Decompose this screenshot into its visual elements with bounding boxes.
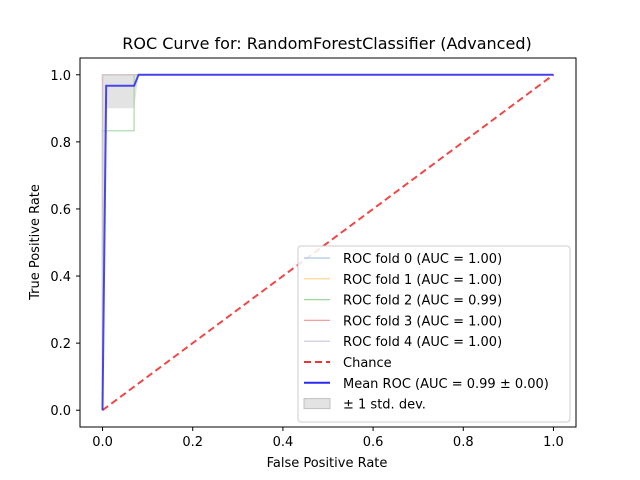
y-tick-label-3: 0.6 bbox=[50, 203, 71, 218]
legend: ROC fold 0 (AUC = 1.00) ROC fold 1 (AUC =… bbox=[297, 245, 571, 423]
y-tick-label-4: 0.8 bbox=[50, 136, 71, 151]
y-tick-label-5: 1.0 bbox=[50, 69, 71, 84]
y-tick-label-2: 0.4 bbox=[50, 270, 71, 285]
legend-label-1: ROC fold 1 (AUC = 1.00) bbox=[343, 273, 502, 288]
y-tick-label-1: 0.2 bbox=[50, 337, 71, 352]
x-tick-label-3: 0.6 bbox=[363, 435, 384, 450]
x-tick-label-5: 1.0 bbox=[543, 435, 564, 450]
legend-label-5: Chance bbox=[343, 356, 392, 371]
legend-label-6: Mean ROC (AUC = 0.99 ± 0.00) bbox=[343, 377, 549, 392]
legend-label-3: ROC fold 3 (AUC = 1.00) bbox=[343, 314, 502, 329]
x-tick-label-0: 0.0 bbox=[92, 435, 113, 450]
plot-area bbox=[101, 73, 555, 412]
y-axis-ticks: 0.0 0.2 0.4 0.6 0.8 1.0 bbox=[50, 69, 80, 419]
x-tick-label-2: 0.4 bbox=[273, 435, 294, 450]
legend-box bbox=[297, 245, 571, 423]
x-axis-label: False Positive Rate bbox=[267, 456, 388, 471]
chart-title: ROC Curve for: RandomForestClassifier (A… bbox=[122, 34, 531, 53]
y-axis-label: True Positive Rate bbox=[28, 184, 43, 301]
legend-label-2: ROC fold 2 (AUC = 0.99) bbox=[343, 294, 502, 309]
series-line-6 bbox=[101, 73, 554, 411]
legend-label-4: ROC fold 4 (AUC = 1.00) bbox=[343, 335, 502, 350]
x-tick-label-4: 0.8 bbox=[453, 435, 474, 450]
legend-label-7: ± 1 std. dev. bbox=[343, 398, 426, 413]
x-tick-label-1: 0.2 bbox=[182, 435, 203, 450]
series-line-5 bbox=[101, 73, 555, 412]
y-tick-label-0: 0.0 bbox=[50, 404, 71, 419]
legend-label-0: ROC fold 0 (AUC = 1.00) bbox=[343, 252, 502, 267]
x-axis-ticks: 0.0 0.2 0.4 0.6 0.8 1.0 bbox=[92, 427, 564, 450]
legend-swatch-7 bbox=[303, 398, 331, 410]
plot-frame bbox=[79, 57, 577, 428]
